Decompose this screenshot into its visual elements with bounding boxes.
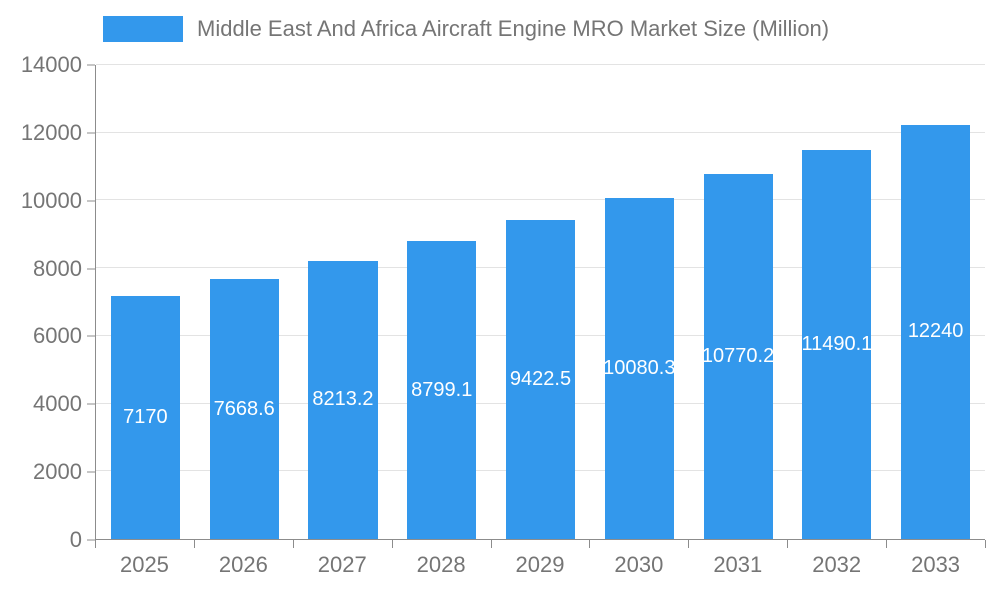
y-tick-mark: [87, 335, 95, 337]
bar-slot-2030: 10080.3: [590, 65, 689, 539]
bar-value-label: 8213.2: [312, 388, 374, 411]
y-tick-mark: [87, 403, 95, 405]
x-tick-mark: [490, 540, 492, 548]
bar-value-label: 11490.1: [801, 332, 873, 355]
x-axis-ticks: [95, 540, 986, 548]
bar-slot-2029: 9422.5: [491, 65, 590, 539]
bar-value-label: 12240: [907, 320, 964, 343]
bar-value-label: 8799.1: [411, 378, 473, 401]
bar-2026: 7668.6: [209, 279, 279, 539]
bar-slot-2031: 10770.2: [689, 65, 788, 539]
bar-value-label: 7170: [123, 406, 168, 429]
y-tick-mark: [87, 64, 95, 66]
y-tick-mark: [87, 132, 95, 134]
y-axis-labels: 0 2000 4000 6000 8000 10000 12000 14000: [0, 52, 82, 552]
bar-2030: 10080.3: [603, 197, 676, 539]
y-tick-mark: [87, 471, 95, 473]
bar-slot-2027: 8213.2: [294, 65, 393, 539]
x-tick-label: 2025: [119, 552, 169, 577]
y-tick-label: 12000: [20, 119, 82, 145]
gridline: [96, 64, 985, 65]
x-axis-labels: 2025 2026 2027 2028 2029 2030 2031 2032 2033: [95, 552, 985, 578]
bar-2028: 8799.1: [407, 241, 477, 539]
x-tick-mark: [292, 540, 294, 548]
y-tick-label: 14000: [20, 52, 82, 77]
x-tick-mark: [391, 540, 393, 548]
chart-title: Middle East And Africa Aircraft Engine M…: [197, 16, 830, 41]
bar-2033: 12240: [901, 124, 971, 539]
bar-2025: 7170: [110, 296, 180, 539]
x-tick-mark: [787, 540, 789, 548]
x-tick-mark: [193, 540, 195, 548]
x-tick-mark: [985, 540, 986, 548]
x-tick-mark: [886, 540, 888, 548]
x-tick-label: 2031: [713, 552, 763, 577]
x-tick-label: 2027: [317, 552, 367, 577]
y-axis-ticks: [87, 64, 95, 541]
x-tick-label: 2028: [416, 552, 466, 577]
y-tick-mark: [87, 268, 95, 270]
x-tick-mark: [688, 540, 690, 548]
bar-value-label: 10770.2: [701, 345, 775, 368]
bar-value-label: 10080.3: [603, 356, 676, 379]
bar-value-label: 9422.5: [509, 367, 572, 390]
y-tick-label: 2000: [33, 459, 82, 485]
y-tick-label: 10000: [20, 187, 82, 213]
bar-slot-2025: 7170: [96, 65, 195, 539]
plot-area: 7170 7668.6 8213.2 8799.1 9422.5 10080.3 10770…: [95, 64, 985, 540]
legend-swatch: [103, 16, 183, 42]
bar-slot-2026: 7668.6: [195, 65, 294, 539]
bar-series: 7170 7668.6 8213.2 8799.1 9422.5 10080.3 10770…: [96, 65, 985, 539]
y-tick-mark: [87, 539, 95, 541]
gridline: [96, 199, 985, 201]
bar-slot-2032: 11490.1: [787, 65, 886, 539]
bar-2032: 11490.1: [801, 149, 873, 539]
y-tick-label: 0: [69, 527, 82, 552]
bar-2029: 9422.5: [505, 219, 576, 539]
x-tick-mark: [95, 540, 96, 548]
x-tick-label: 2030: [614, 552, 664, 577]
bar-slot-2033: 12240: [886, 65, 985, 539]
bar-value-label: 7668.6: [213, 397, 275, 420]
y-tick-mark: [87, 200, 95, 202]
y-tick-label: 8000: [33, 255, 82, 281]
x-tick-label: 2032: [812, 552, 862, 577]
y-tick-label: 4000: [33, 391, 82, 417]
y-tick-label: 6000: [33, 323, 82, 349]
legend: Middle East And Africa Aircraft Engine M…: [103, 16, 829, 42]
x-tick-mark: [589, 540, 591, 548]
gridline: [96, 131, 985, 133]
bar-2027: 8213.2: [308, 260, 378, 539]
bar-slot-2028: 8799.1: [392, 65, 491, 539]
x-tick-label: 2026: [218, 552, 268, 577]
x-tick-label: 2029: [515, 552, 565, 577]
x-tick-label: 2033: [911, 552, 961, 577]
bar-2031: 10770.2: [701, 174, 775, 539]
